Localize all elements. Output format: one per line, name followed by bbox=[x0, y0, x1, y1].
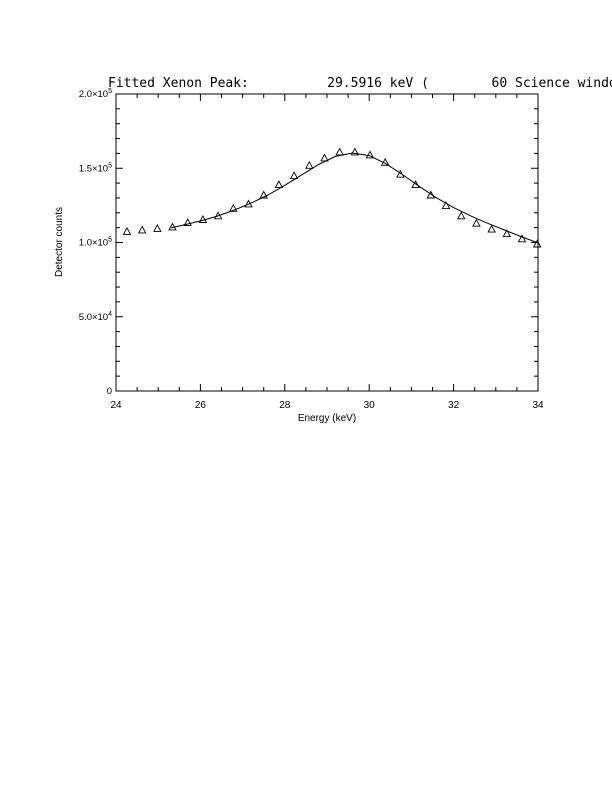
data-point-marker bbox=[411, 180, 420, 189]
axis-ticks bbox=[115, 93, 539, 392]
data-point-marker bbox=[244, 199, 253, 208]
x-axis-label: Energy (keV) bbox=[298, 413, 356, 424]
data-point-marker bbox=[137, 225, 147, 234]
data-point-marker bbox=[441, 200, 451, 209]
data-point-marker bbox=[517, 234, 527, 243]
data-point-marker bbox=[198, 215, 208, 223]
data-point-marker bbox=[183, 218, 192, 226]
data-point-marker bbox=[365, 150, 375, 159]
data-point-marker bbox=[350, 147, 360, 156]
data-point-marker bbox=[335, 147, 344, 156]
x-tick-labels: 24 26 28 30 32 34 bbox=[110, 400, 544, 411]
data-points-series bbox=[122, 147, 542, 248]
data-point-marker bbox=[229, 203, 238, 212]
y-axis-label: Detector counts bbox=[54, 207, 65, 277]
data-point-marker bbox=[380, 157, 390, 166]
y-tick-label: 1.0×105 bbox=[79, 237, 112, 249]
data-point-marker bbox=[532, 239, 542, 248]
x-tick-label: 30 bbox=[364, 400, 376, 411]
data-point-marker bbox=[487, 224, 496, 233]
y-tick-label: 1.5×105 bbox=[79, 162, 112, 174]
y-tick-label: 5.0×104 bbox=[79, 311, 112, 323]
data-point-marker bbox=[456, 211, 466, 220]
data-point-marker bbox=[289, 171, 299, 180]
data-point-marker bbox=[168, 222, 177, 231]
data-point-marker bbox=[274, 180, 284, 189]
x-tick-label: 26 bbox=[195, 400, 207, 411]
x-tick-label: 32 bbox=[448, 400, 460, 411]
y-tick-label: 0 bbox=[107, 386, 112, 397]
data-point-marker bbox=[259, 190, 268, 199]
data-point-marker bbox=[153, 223, 162, 232]
data-point-marker bbox=[472, 218, 481, 227]
data-point-marker bbox=[122, 226, 132, 235]
data-point-marker bbox=[320, 153, 329, 162]
data-point-marker bbox=[213, 211, 223, 220]
plot-frame bbox=[115, 93, 539, 392]
fit-curve-series bbox=[170, 152, 539, 244]
x-tick-label: 28 bbox=[279, 400, 291, 411]
fit-curve-line bbox=[170, 152, 539, 244]
data-point-marker bbox=[305, 160, 314, 169]
data-point-marker bbox=[502, 229, 512, 238]
data-point-marker bbox=[396, 169, 405, 178]
chart-title: Fitted Xenon Peak: 29.5916 keV ( 60 Scie… bbox=[108, 76, 612, 91]
data-point-marker bbox=[426, 190, 436, 199]
y-tick-labels: 0 5.0×104 1.0×105 1.5×105 2.0×105 bbox=[79, 88, 112, 397]
x-tick-label: 24 bbox=[110, 400, 122, 411]
y-tick-label: 2.0×105 bbox=[79, 88, 112, 100]
x-tick-label: 34 bbox=[532, 400, 544, 411]
